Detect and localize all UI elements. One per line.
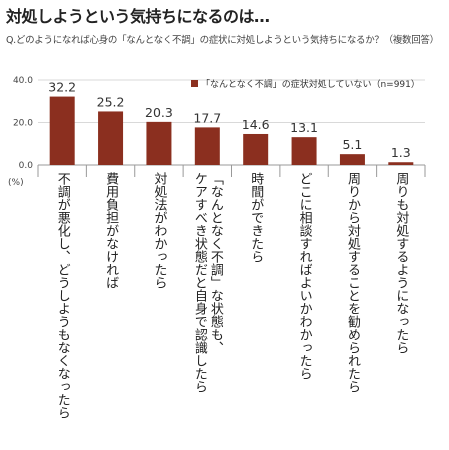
category-label: 費用負担がなければ [103, 172, 119, 289]
bar [98, 111, 124, 165]
data-label: 1.3 [391, 145, 411, 160]
legend-swatch [191, 80, 198, 87]
bar [388, 162, 414, 165]
bar [339, 154, 365, 165]
category-label: 「なんとなく不調」な状態も、 [208, 172, 224, 354]
category-label: 周りから対処することを勧められたら [345, 172, 361, 393]
bar [243, 133, 269, 165]
bar [146, 121, 172, 165]
legend-label: 「なんとなく不調」の症状対処していない（n=991） [201, 78, 420, 90]
data-label: 20.3 [145, 105, 173, 120]
category-label: 時間ができたら [248, 172, 264, 263]
category-label: 対処法がわかったら [151, 172, 167, 289]
data-label: 14.6 [242, 117, 270, 132]
bar [291, 137, 317, 165]
survey-question: Q.どのようになれば心身の「なんとなく不調」の症状に対処しようという気持ちになる… [6, 35, 439, 46]
category-label: 不調が悪化し、どうしようもなくなったら [55, 172, 71, 419]
bar [194, 127, 220, 165]
bar [49, 96, 75, 165]
data-label: 5.1 [342, 137, 362, 152]
data-label: 17.7 [193, 110, 221, 125]
category-label: ケアすべき状態だと自身で認識したら [192, 172, 208, 393]
category-label: 周りも対処するようになったら [393, 172, 409, 354]
data-label: 25.2 [97, 94, 125, 109]
data-label: 13.1 [290, 120, 318, 135]
y-unit-label: (%) [8, 178, 24, 188]
y-tick-label: 0.0 [19, 161, 34, 171]
y-tick-label: 40.0 [13, 76, 33, 86]
category-label: どこに相談すればよいかわかったら [297, 172, 313, 380]
y-tick-label: 20.0 [13, 119, 33, 129]
data-label: 32.2 [48, 80, 76, 95]
chart-title: 対処しようという気持ちになるのは… [6, 7, 270, 26]
